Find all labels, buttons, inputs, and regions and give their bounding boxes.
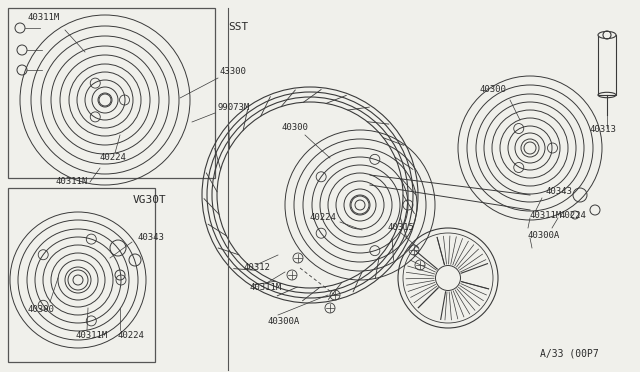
Text: 40224: 40224: [118, 330, 145, 340]
Text: 40224: 40224: [560, 211, 587, 219]
Text: 40300: 40300: [282, 124, 309, 132]
Ellipse shape: [598, 31, 616, 39]
Text: 40300: 40300: [28, 305, 55, 314]
Text: 40315: 40315: [388, 224, 415, 232]
Text: 40311N: 40311N: [55, 177, 87, 186]
Text: 40300: 40300: [480, 86, 507, 94]
Text: 40311M: 40311M: [75, 330, 108, 340]
Text: 40224: 40224: [100, 153, 127, 161]
Text: 43300: 43300: [220, 67, 247, 77]
Text: 40312: 40312: [243, 263, 270, 273]
Bar: [8, 8, 215, 178]
Text: SST: SST: [228, 22, 248, 32]
Text: A/33 (00P7: A/33 (00P7: [540, 348, 599, 358]
Text: 40313: 40313: [590, 125, 617, 135]
Text: 40300A: 40300A: [527, 231, 559, 240]
Bar: [598, 35, 616, 95]
Text: 40300A: 40300A: [268, 317, 300, 327]
Text: 99073M: 99073M: [218, 103, 250, 112]
Text: 40311M: 40311M: [250, 283, 282, 292]
Text: VG30T: VG30T: [133, 195, 167, 205]
Text: 40311M: 40311M: [28, 13, 60, 22]
Text: 40224: 40224: [310, 214, 337, 222]
Bar: [8, 188, 155, 362]
Text: 40343: 40343: [138, 234, 165, 243]
Text: 40311M: 40311M: [530, 211, 563, 219]
Text: 40343: 40343: [545, 187, 572, 196]
